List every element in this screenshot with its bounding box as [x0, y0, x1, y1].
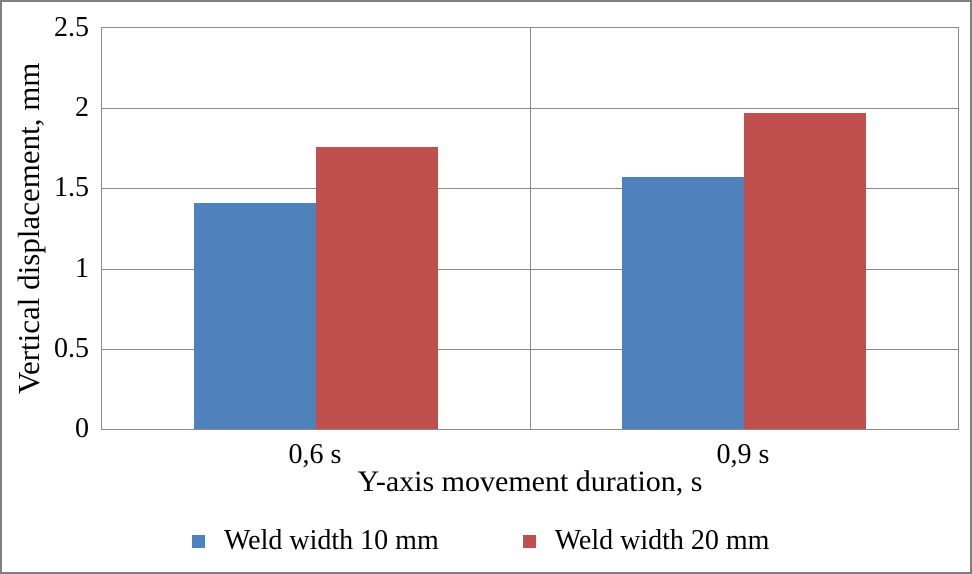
legend-item-series1: Weld width 10 mm: [192, 524, 439, 558]
legend-marker-icon: [192, 534, 205, 548]
legend: Weld width 10 mm Weld width 20 mm: [192, 524, 769, 558]
bar-series1-category2: [622, 177, 744, 429]
y-tick-label: 2: [75, 92, 89, 124]
legend-item-series2: Weld width 20 mm: [522, 524, 770, 558]
legend-label: Weld width 10 mm: [224, 525, 439, 556]
x-tick-label: 0,6 s: [288, 439, 342, 470]
category-divider-gridline: [529, 28, 531, 429]
plot-area: [101, 27, 959, 430]
bar-series2-category2: [744, 113, 866, 429]
x-axis-title: Y-axis movement duration, s: [357, 465, 703, 498]
y-tick-label: 1.5: [54, 172, 89, 204]
bar-series1-category1: [194, 203, 316, 429]
y-tick-label: 2.5: [54, 12, 89, 43]
legend-marker-icon: [522, 534, 536, 548]
y-tick-label: 0: [75, 413, 89, 444]
x-tick-label: 0,9 s: [716, 439, 770, 470]
bar-series2-category1: [316, 147, 438, 429]
legend-label: Weld width 20 mm: [554, 525, 770, 556]
y-tick-label: 0.5: [54, 332, 89, 364]
y-tick-label: 1: [75, 252, 89, 284]
y-axis-title: Vertical displacement, mm: [11, 62, 46, 395]
